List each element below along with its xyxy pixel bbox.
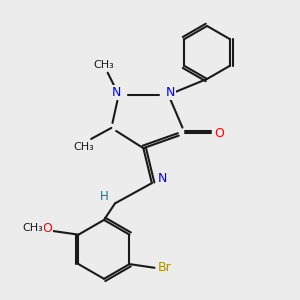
Text: CH₃: CH₃	[94, 60, 114, 70]
Text: CH₃: CH₃	[22, 223, 43, 233]
Text: O: O	[214, 127, 224, 140]
Text: Br: Br	[158, 261, 172, 274]
Text: N: N	[166, 86, 175, 99]
Text: H: H	[100, 190, 109, 203]
Text: O: O	[42, 221, 52, 235]
Text: N: N	[112, 86, 122, 99]
Text: N: N	[158, 172, 167, 185]
Text: CH₃: CH₃	[74, 142, 94, 152]
